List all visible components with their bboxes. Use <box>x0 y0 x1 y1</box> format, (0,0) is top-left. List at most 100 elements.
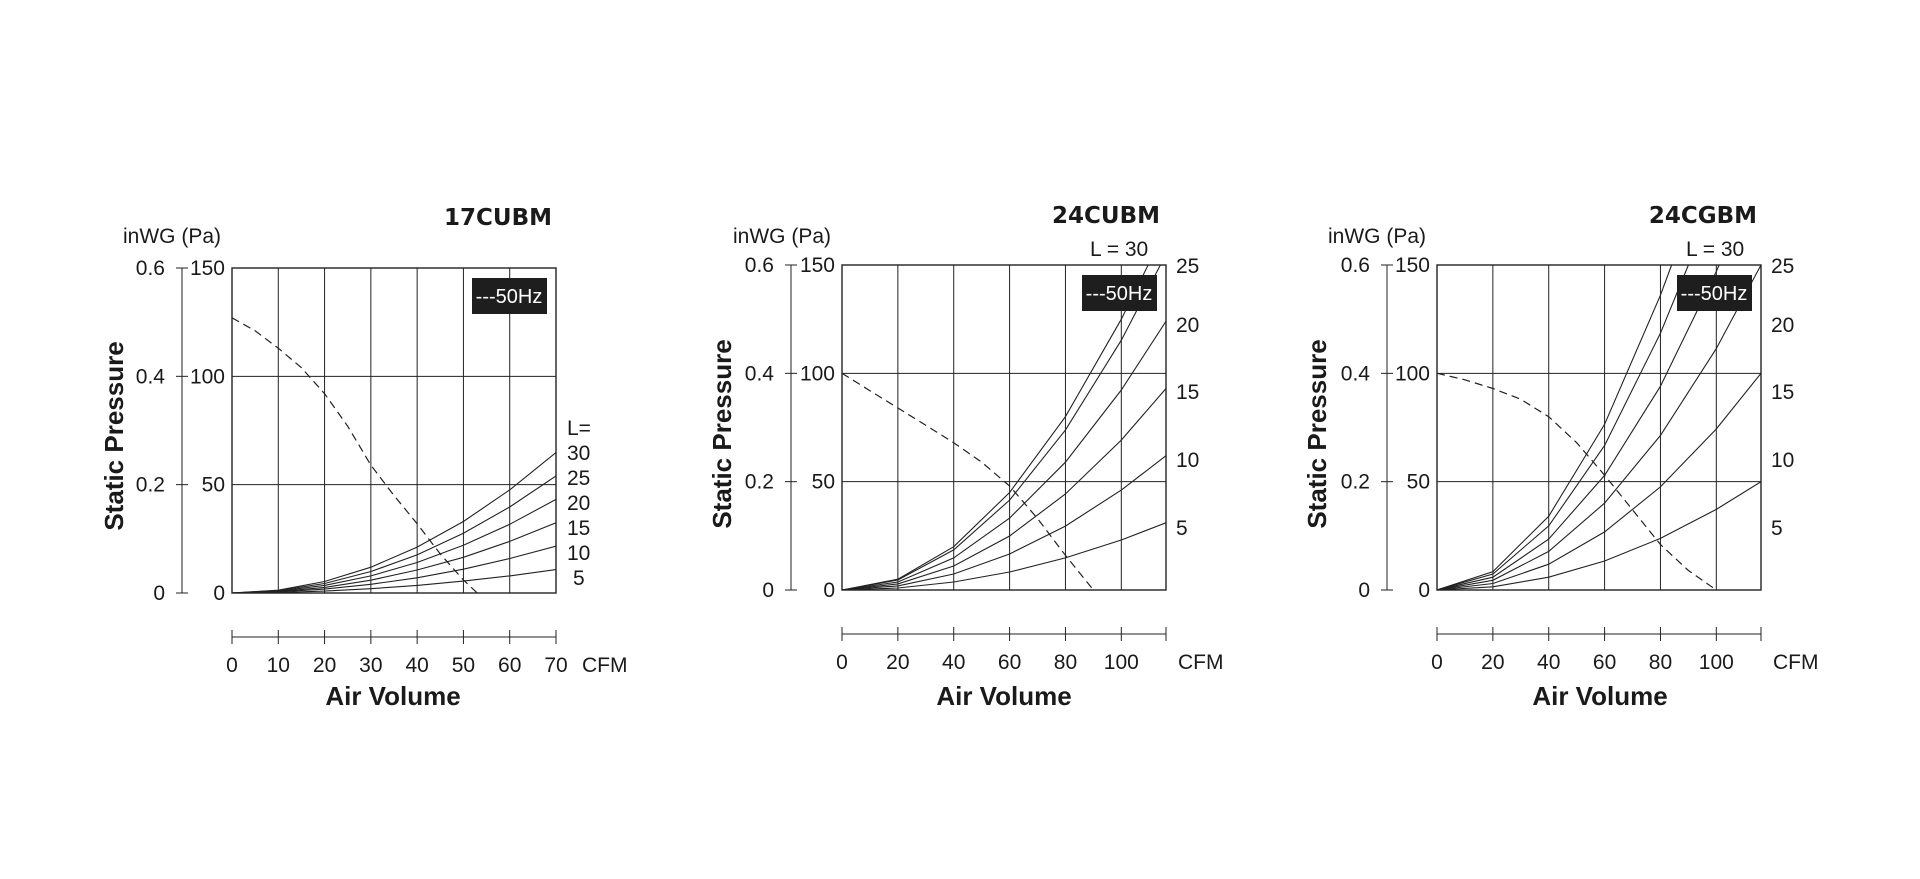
x-axis-title: Air Volume <box>325 681 460 711</box>
x-unit-label: CFM <box>1773 651 1819 674</box>
x-axis-title: Air Volume <box>936 681 1071 711</box>
y-tick-label-pa: 100 <box>800 362 835 385</box>
y-unit-label: inWG (Pa) <box>123 225 221 248</box>
y-tick-label-inwg: 0.6 <box>1341 254 1370 277</box>
series-line-l20 <box>842 321 1166 590</box>
x-tick-label: 0 <box>1431 651 1443 674</box>
y-tick-label-inwg: 0.2 <box>1341 471 1370 494</box>
series-line-l30 <box>232 452 556 593</box>
series-line-50hz <box>232 317 478 593</box>
y-tick-label-inwg: 0.2 <box>745 471 774 494</box>
y-tick-label-pa: 100 <box>1395 362 1430 385</box>
x-unit-label: CFM <box>1178 651 1224 674</box>
curve-label: 15 <box>1176 381 1199 404</box>
y-tick-label-inwg: 0 <box>1358 579 1370 602</box>
chart-title: 17CUBM <box>444 205 552 231</box>
plot-frame <box>841 264 1167 591</box>
curve-label: 20 <box>567 492 590 515</box>
x-tick-label: 0 <box>226 654 238 677</box>
legend-label: ---50Hz <box>1086 283 1153 305</box>
chart-title: 24CGBM <box>1649 203 1757 229</box>
curve-label: L = 30 <box>1090 238 1148 261</box>
x-tick-label: 100 <box>1699 651 1734 674</box>
series-line-l5 <box>842 522 1166 590</box>
series-line-l20 <box>232 498 556 593</box>
series-line-l15 <box>842 388 1166 590</box>
y-tick-label-pa: 50 <box>1407 471 1430 494</box>
y-tick-label-pa: 0 <box>213 582 225 605</box>
y-axis-title: Static Pressure <box>99 341 129 530</box>
y-axis-title: Static Pressure <box>1302 339 1332 528</box>
curve-label: 10 <box>1176 449 1199 472</box>
y-tick-label-pa: 150 <box>800 254 835 277</box>
series-line-l15 <box>232 522 556 593</box>
y-tick-label-inwg: 0.4 <box>745 362 775 385</box>
x-tick-label: 80 <box>1649 651 1672 674</box>
x-tick-label: 20 <box>886 651 909 674</box>
y-tick-label-inwg: 0 <box>153 582 165 605</box>
x-tick-label: 70 <box>544 654 567 677</box>
y-tick-label-inwg: 0.4 <box>136 365 166 388</box>
legend-label: ---50Hz <box>1681 283 1748 305</box>
curve-label: 25 <box>1771 255 1794 278</box>
curve-label: 20 <box>1771 314 1794 337</box>
series-line-l10 <box>842 455 1166 590</box>
chart-panel-17cubm: 0 0 50 0.2 100 0.4 150 0.6 0 10 20 30 40 50 60 70 ---50H… <box>99 205 628 711</box>
series-line-l10 <box>232 545 556 593</box>
x-tick-label: 60 <box>1593 651 1616 674</box>
y-tick-label-inwg: 0 <box>762 579 774 602</box>
x-tick-label: 40 <box>1537 651 1560 674</box>
y-tick-label-pa: 100 <box>190 365 225 388</box>
series-line-l30 <box>842 265 1149 590</box>
series-line-l15 <box>1437 265 1761 590</box>
x-tick-label: 30 <box>359 654 382 677</box>
y-tick-label-inwg: 0.2 <box>136 474 165 497</box>
curve-label: 5 <box>1771 517 1783 540</box>
y-tick-label-inwg: 0.6 <box>745 254 774 277</box>
y-tick-label-pa: 50 <box>812 471 835 494</box>
chart-title: 24CUBM <box>1052 203 1160 229</box>
y-tick-label-inwg: 0.4 <box>1341 362 1371 385</box>
x-tick-label: 60 <box>498 654 521 677</box>
y-tick-label-inwg: 0.6 <box>136 257 165 280</box>
curve-label: 20 <box>1176 314 1199 337</box>
x-tick-label: 50 <box>452 654 475 677</box>
legend-box <box>1677 275 1752 311</box>
chart-panel-24cubm: 0 0 50 0.2 100 0.4 150 0.6 0 20 40 60 80 100 ---50Hz L … <box>707 203 1224 711</box>
series-line-l10 <box>1437 372 1761 590</box>
curve-label: 30 <box>567 442 590 465</box>
x-unit-label: CFM <box>582 654 628 677</box>
plot-frame <box>1436 264 1762 591</box>
curve-label: 15 <box>1771 381 1794 404</box>
y-tick-label-pa: 0 <box>823 579 835 602</box>
x-tick-label: 10 <box>267 654 290 677</box>
y-tick-label-pa: 150 <box>1395 254 1430 277</box>
curve-label-header: L= <box>567 417 591 440</box>
series-line-l25 <box>842 265 1161 590</box>
x-tick-label: 40 <box>942 651 965 674</box>
curve-label: 25 <box>567 467 590 490</box>
curve-label: 10 <box>567 542 590 565</box>
x-tick-label: 60 <box>998 651 1021 674</box>
x-tick-label: 20 <box>1481 651 1504 674</box>
series-line-l20 <box>1437 265 1720 590</box>
series-line-50hz <box>1437 372 1717 590</box>
y-tick-label-pa: 0 <box>1418 579 1430 602</box>
x-axis-title: Air Volume <box>1532 681 1667 711</box>
legend-label: ---50Hz <box>476 286 543 308</box>
x-tick-label: 80 <box>1054 651 1077 674</box>
x-tick-label: 20 <box>313 654 336 677</box>
y-tick-label-pa: 50 <box>202 474 225 497</box>
series-line-l25 <box>232 475 556 593</box>
y-axis-title: Static Pressure <box>707 339 737 528</box>
curve-label: 15 <box>567 517 590 540</box>
legend-box <box>472 278 547 314</box>
series-line-l30 <box>1437 265 1673 590</box>
series-line-l5 <box>1437 481 1761 590</box>
curve-label: 25 <box>1176 255 1199 278</box>
x-tick-label: 100 <box>1104 651 1139 674</box>
curve-label: 10 <box>1771 449 1794 472</box>
chart-panel-24cgbm: 0 0 50 0.2 100 0.4 150 0.6 0 20 40 60 80 100 ---50Hz L … <box>1302 203 1819 711</box>
y-unit-label: inWG (Pa) <box>1328 225 1426 248</box>
